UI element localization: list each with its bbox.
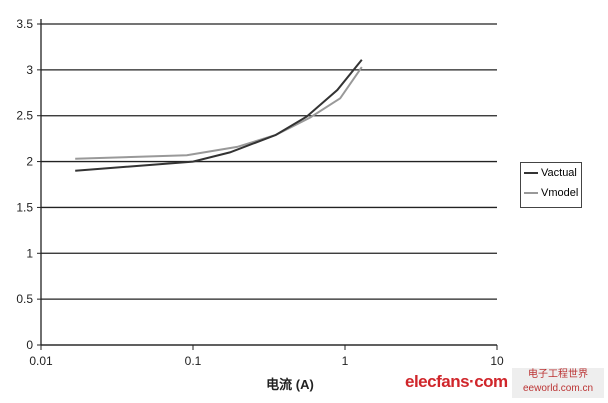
legend-item-vactual: Vactual <box>521 163 581 183</box>
legend-item-vmodel: Vmodel <box>521 183 581 203</box>
x-tick-label: 1 <box>342 354 349 368</box>
y-tick-label: 3.5 <box>16 17 33 31</box>
y-tick-label: 2 <box>26 155 33 169</box>
legend-swatch <box>524 172 538 174</box>
legend-swatch <box>524 192 538 194</box>
y-tick-label: 0.5 <box>16 292 33 306</box>
y-tick-label: 1 <box>26 246 33 260</box>
watermark-url: eeworld.com.cn <box>522 383 594 394</box>
watermark-site: 电子工程世界 eeworld.com.cn <box>512 368 604 398</box>
y-tick-label: 1.5 <box>16 200 33 214</box>
legend: Vactual Vmodel <box>520 162 582 208</box>
y-tick-label: 0 <box>26 338 33 352</box>
y-tick-label: 2.5 <box>16 109 33 123</box>
legend-label: Vactual <box>541 167 577 179</box>
x-axis-label: 电流 (A) <box>266 377 314 392</box>
x-tick-label: 0.1 <box>185 354 202 368</box>
watermark-site-name: 电子工程世界 <box>528 369 588 380</box>
series-line-vactual <box>75 59 363 172</box>
x-tick-label: 0.01 <box>29 354 53 368</box>
legend-label: Vmodel <box>541 187 579 199</box>
y-tick-label: 3 <box>26 63 33 77</box>
watermark-logo: elecfans·com <box>405 372 508 391</box>
series-line-vmodel <box>75 66 363 160</box>
x-tick-label: 10 <box>490 354 504 368</box>
